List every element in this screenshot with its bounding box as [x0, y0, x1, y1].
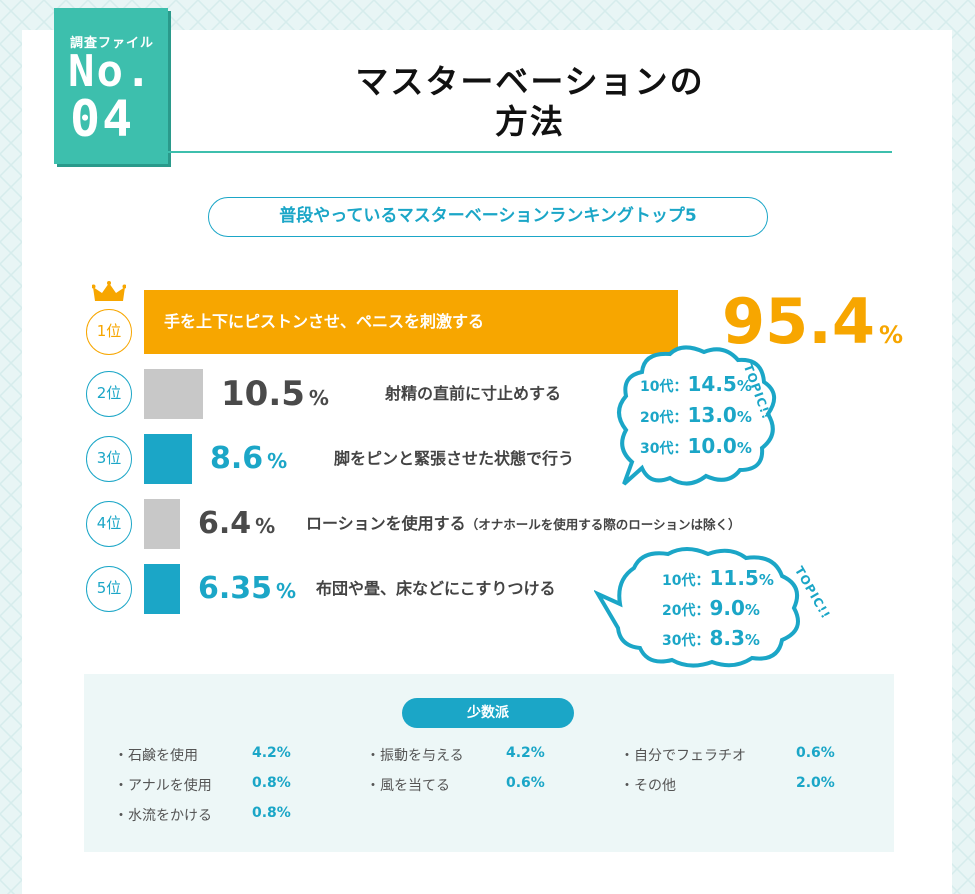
bar-label: 脚をピンと緊張させた状態で行う: [334, 449, 575, 468]
rank-badge: 4位: [86, 501, 132, 547]
minority-item-name: ・その他: [620, 778, 676, 794]
badge-number: 04: [70, 90, 135, 148]
crown-icon: [92, 281, 126, 301]
bar-label: 手を上下にピストンさせ、ペニスを刺激する: [164, 312, 485, 331]
rank-badge: 5位: [86, 566, 132, 612]
minority-item-name: ・石鹸を使用: [114, 748, 198, 764]
minority-item-name: ・自分でフェラチオ: [620, 748, 746, 764]
minority-item-value: 0.6%: [796, 745, 835, 761]
minority-item-value: 0.8%: [252, 805, 291, 821]
rank-badge: 1位: [86, 309, 132, 355]
value-label: 6.35%: [198, 571, 297, 606]
value-label: 6.4%: [198, 506, 276, 541]
topic-cloud-2: [594, 547, 800, 668]
bar-label: ローションを使用する（オナホールを使用する際のローションは除く）: [306, 514, 741, 533]
topic1-row-30s: 30代：10.0%: [640, 434, 752, 458]
minority-item-value: 4.2%: [506, 745, 545, 761]
minority-item-name: ・風を当てる: [366, 778, 450, 794]
minority-item-name: ・振動を与える: [366, 748, 464, 764]
badge-label: 調査ファイル: [70, 36, 155, 51]
page-title: マスターベーションの 方法: [168, 62, 892, 142]
minority-item-value: 4.2%: [252, 745, 291, 761]
rank-badge: 3位: [86, 436, 132, 482]
minority-item-name: ・アナルを使用: [114, 778, 212, 794]
topic-cloud-1: [617, 345, 776, 486]
rank-badge: 2位: [86, 371, 132, 417]
topic1-row-20s: 20代：13.0%: [640, 403, 752, 427]
topic1-row-10s: 10代：14.5%: [640, 372, 752, 396]
bar-label: 射精の直前に寸止めする: [385, 384, 562, 403]
minority-title: 少数派: [402, 698, 574, 728]
bar-rank-4: [144, 499, 180, 549]
bar-rank-2: [144, 369, 203, 419]
minority-item-value: 0.8%: [252, 775, 291, 791]
topic2-row-30s: 30代：8.3%: [662, 626, 760, 650]
value-label: 95.4%: [722, 285, 904, 358]
bar-rank-1: [144, 290, 678, 354]
topic2-row-20s: 20代：9.0%: [662, 596, 760, 620]
bar-label: 布団や畳、床などにこすりつける: [316, 579, 556, 598]
title-line-2: 方法: [495, 102, 565, 141]
value-label: 8.6%: [210, 441, 288, 476]
bar-rank-5: [144, 564, 180, 614]
badge-no: No.: [68, 46, 154, 97]
topic2-row-10s: 10代：11.5%: [662, 566, 774, 590]
minority-item-value: 2.0%: [796, 775, 835, 791]
chart-subtitle: 普段やっているマスターベーションランキングトップ5: [208, 197, 768, 237]
value-label: 10.5%: [221, 374, 329, 414]
minority-item-value: 0.6%: [506, 775, 545, 791]
minority-item-name: ・水流をかける: [114, 808, 212, 824]
bar-rank-3: [144, 434, 192, 484]
title-underline: [168, 151, 892, 153]
file-badge: 調査ファイル No. 04: [54, 8, 168, 164]
title-line-1: マスターベーションの: [355, 62, 705, 101]
